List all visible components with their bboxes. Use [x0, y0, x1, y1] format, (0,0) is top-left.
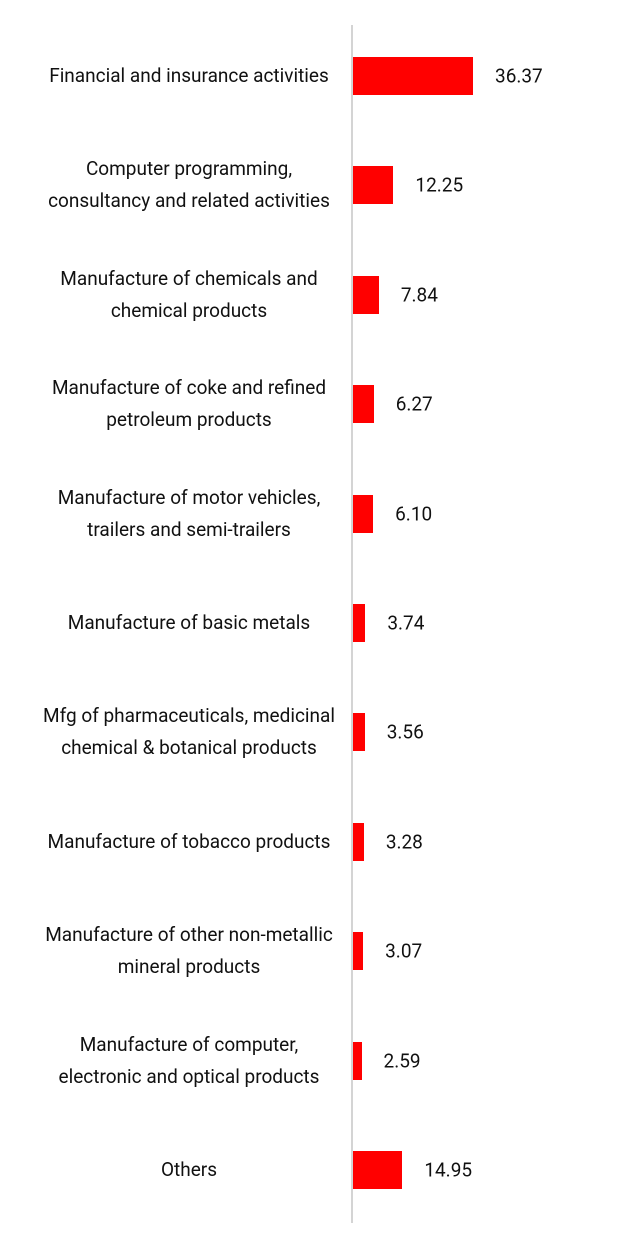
value-label: 7.84 [400, 283, 438, 307]
value-label: 6.10 [395, 502, 433, 526]
bar [353, 1151, 403, 1189]
bar [353, 932, 364, 971]
bar [353, 385, 374, 424]
category-label: Others [160, 1158, 218, 1181]
category-label: Manufacture of coke and refined petroleu… [51, 376, 327, 432]
value-label: 36.37 [495, 64, 543, 88]
category-label: Computer programming, consultancy and re… [48, 157, 330, 213]
bar [353, 494, 374, 533]
category-label: Manufacture of tobacco products [47, 829, 331, 853]
value-label: 3.74 [387, 611, 425, 635]
value-label: 6.27 [395, 392, 433, 416]
bar [353, 822, 364, 861]
category-label: Manufacture of basic metals [67, 611, 311, 634]
value-label: 2.59 [383, 1049, 421, 1073]
bar [353, 57, 474, 95]
value-label: 3.07 [385, 939, 423, 963]
bar [353, 166, 394, 205]
value-label: 3.28 [385, 830, 423, 854]
category-label: Financial and insurance activities [49, 64, 329, 87]
bar [353, 713, 365, 752]
value-label: 3.56 [386, 720, 424, 744]
bar [353, 275, 379, 314]
value-label: 12.25 [415, 173, 464, 197]
value-label: 14.95 [424, 1158, 473, 1182]
category-label: Manufacture of computer, electronic and … [58, 1032, 320, 1088]
bar [353, 604, 366, 642]
axis-line [351, 25, 353, 1223]
category-label: Mfg of pharmaceuticals, medicinal chemic… [43, 704, 335, 760]
bar [353, 1041, 362, 1080]
category-label: Manufacture of chemicals and chemical pr… [60, 266, 318, 322]
category-label: Manufacture of motor vehicles, trailers … [57, 485, 321, 541]
category-label: Manufacture of other non-metallic minera… [45, 923, 333, 979]
